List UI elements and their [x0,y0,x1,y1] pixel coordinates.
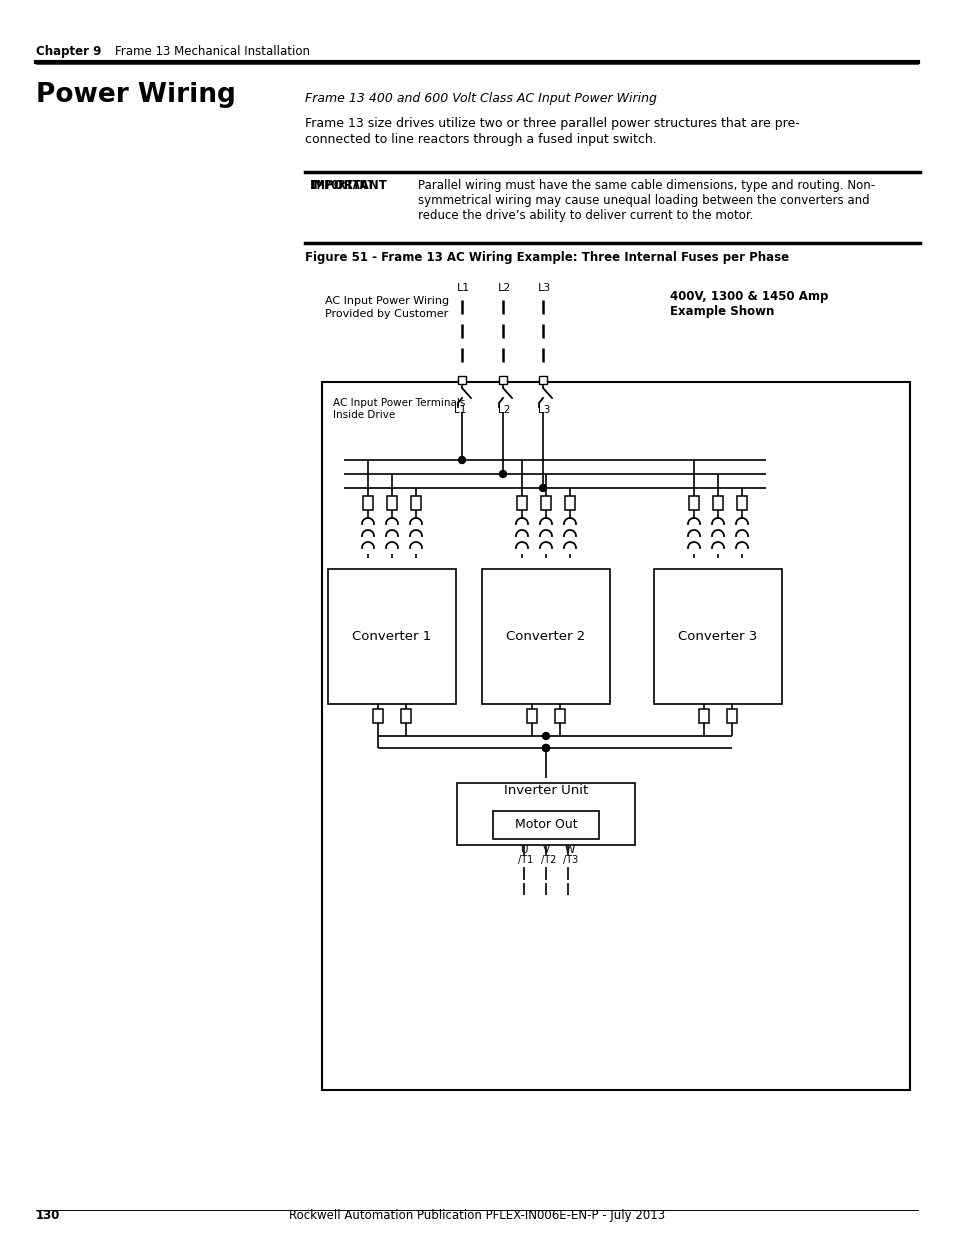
Text: Inverter Unit: Inverter Unit [503,784,587,797]
Text: L1: L1 [454,405,466,415]
Circle shape [542,732,549,740]
Text: IMPORTANT: IMPORTANT [310,179,374,191]
Text: connected to line reactors through a fused input switch.: connected to line reactors through a fus… [305,133,656,146]
Bar [363,496,373,510]
Text: Example Shown: Example Shown [669,305,774,317]
Bar [654,569,781,704]
Text: Frame 13 Mechanical Installation: Frame 13 Mechanical Installation [115,44,310,58]
Text: Rockwell Automation Publication PFLEX-IN006E-EN-P - July 2013: Rockwell Automation Publication PFLEX-IN… [289,1209,664,1221]
Bar [457,375,465,384]
Text: Figure 51 - Frame 13 AC Wiring Example: Three Internal Fuses per Phase: Figure 51 - Frame 13 AC Wiring Example: … [305,251,788,264]
Circle shape [499,471,506,478]
Text: Chapter 9: Chapter 9 [36,44,101,58]
Text: W: W [564,845,575,855]
Text: L3: L3 [537,283,551,293]
Text: 400V, 1300 & 1450 Amp: 400V, 1300 & 1450 Amp [669,290,827,303]
Text: Inside Drive: Inside Drive [333,410,395,420]
Bar [328,569,456,704]
Text: Converter 3: Converter 3 [678,630,757,643]
Text: /T2: /T2 [540,855,556,864]
Text: IMPORTANT: IMPORTANT [310,179,388,191]
Text: L3: L3 [537,405,550,415]
Bar [737,496,746,510]
Bar [373,709,382,722]
Text: L2: L2 [497,405,510,415]
Bar [712,496,722,510]
Text: U: U [519,845,527,855]
Bar [726,709,737,722]
Text: Converter 1: Converter 1 [352,630,431,643]
Text: Frame 13 size drives utilize two or three parallel power structures that are pre: Frame 13 size drives utilize two or thre… [305,117,799,130]
Bar [688,496,699,510]
Text: L2: L2 [497,283,511,293]
Text: reduce the drive’s ability to deliver current to the motor.: reduce the drive’s ability to deliver cu… [417,209,753,222]
Bar [456,783,635,845]
Text: Frame 13 400 and 600 Volt Class AC Input Power Wiring: Frame 13 400 and 600 Volt Class AC Input… [305,91,657,105]
Text: /T1: /T1 [517,855,533,864]
Text: L1: L1 [456,283,470,293]
Circle shape [539,484,546,492]
Bar [498,375,506,384]
Text: Converter 2: Converter 2 [506,630,585,643]
Bar [540,496,551,510]
Text: Power Wiring: Power Wiring [36,82,235,107]
Bar [493,811,598,839]
Text: 130: 130 [36,1209,60,1221]
Text: Motor Out: Motor Out [515,819,577,831]
Text: AC Input Power Wiring: AC Input Power Wiring [325,296,449,306]
Bar [481,569,609,704]
Bar [517,496,526,510]
Circle shape [542,745,549,752]
Bar [526,709,537,722]
Bar [400,709,411,722]
Text: AC Input Power Terminals: AC Input Power Terminals [333,398,465,408]
Bar [555,709,564,722]
Bar [699,709,708,722]
Bar [387,496,396,510]
Circle shape [458,457,465,463]
Bar [411,496,420,510]
Text: /T3: /T3 [562,855,578,864]
Text: Provided by Customer: Provided by Customer [325,309,448,319]
Text: symmetrical wiring may cause unequal loading between the converters and: symmetrical wiring may cause unequal loa… [417,194,869,207]
Text: Parallel wiring must have the same cable dimensions, type and routing. Non-: Parallel wiring must have the same cable… [417,179,874,191]
Bar [564,496,575,510]
Bar [322,382,909,1091]
Text: V: V [542,845,550,855]
Bar [538,375,546,384]
Circle shape [542,745,549,752]
